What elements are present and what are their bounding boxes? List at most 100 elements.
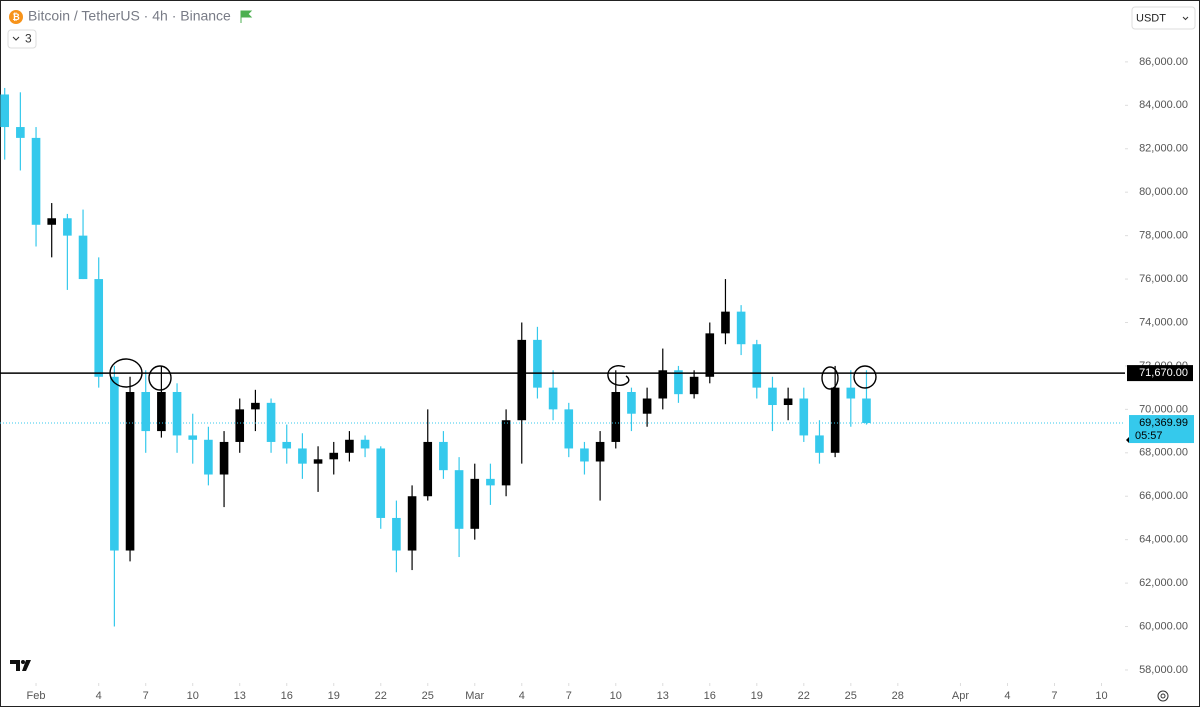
candle-body <box>470 478 480 529</box>
countdown: 05:57 <box>1135 430 1163 442</box>
symbol-title: Bitcoin / TetherUS · 4h · Binance <box>28 8 231 24</box>
last-price-pointer <box>1126 437 1129 444</box>
y-tick-label: 84,000.00 <box>1139 99 1188 111</box>
candle-body <box>736 311 746 345</box>
x-tick-label: 22 <box>375 690 387 702</box>
hand-annotations <box>109 358 877 391</box>
candle-body <box>219 441 229 475</box>
candle-body <box>580 448 589 462</box>
candle-body <box>78 235 88 280</box>
x-tick-label: Apr <box>952 690 969 702</box>
candle-body <box>517 339 527 421</box>
y-tick-label: 76,000.00 <box>1139 273 1188 285</box>
candle-body <box>125 391 135 551</box>
y-tick-label: 70,000.00 <box>1139 403 1188 415</box>
market-flag <box>240 10 253 23</box>
candle-body <box>642 398 652 414</box>
settings-icon[interactable] <box>1157 690 1169 702</box>
candle-body <box>423 441 433 497</box>
x-tick-label: 28 <box>892 690 904 702</box>
x-tick-label: 7 <box>143 690 149 702</box>
candle-body <box>188 435 198 440</box>
x-tick-label: Feb <box>27 690 46 702</box>
settings-icon-core <box>1160 693 1166 699</box>
x-tick-label: 7 <box>566 690 572 702</box>
x-tick-label: 10 <box>1095 690 1107 702</box>
y-tick-label: 82,000.00 <box>1139 143 1188 155</box>
candle-body <box>235 409 245 442</box>
candle-body <box>392 517 401 551</box>
x-tick-label: 22 <box>798 690 810 702</box>
currency-label: USDT <box>1136 12 1166 24</box>
candle-body <box>486 478 495 486</box>
candle-body <box>94 279 104 377</box>
candle-body <box>376 448 386 518</box>
candle-body <box>862 398 871 424</box>
candle-body <box>846 387 856 399</box>
candle-body <box>157 391 166 432</box>
candle-body <box>830 387 840 453</box>
last-price-tag <box>1129 415 1194 444</box>
candle-body <box>329 452 339 460</box>
candle-body <box>689 376 699 395</box>
candle-body <box>768 387 777 406</box>
horizontal-line-label: 71,670.00 <box>1139 367 1188 379</box>
candle-body <box>799 398 809 436</box>
y-tick-label: 64,000.00 <box>1139 534 1188 546</box>
y-tick-label: 78,000.00 <box>1139 230 1188 242</box>
candle-body <box>627 391 636 414</box>
y-tick-label: 62,000.00 <box>1139 577 1188 589</box>
candle-body <box>721 311 730 334</box>
candle-body <box>141 391 151 432</box>
candle-body <box>564 409 574 449</box>
y-tick-label: 60,000.00 <box>1139 620 1188 632</box>
y-tick-label: 68,000.00 <box>1139 447 1188 459</box>
x-tick-label: 4 <box>96 690 102 702</box>
candle-body <box>752 344 762 388</box>
candle-body <box>407 496 417 551</box>
candle-body <box>705 333 715 377</box>
x-tick-label: 13 <box>657 690 669 702</box>
coin-icon <box>9 10 23 24</box>
x-tick-label: 16 <box>281 690 293 702</box>
candle-body <box>204 439 213 475</box>
chevron <box>1182 16 1189 21</box>
candle-body <box>63 218 72 236</box>
plot: 58,000.00 60,000.00 62,000.00 64,000.00 66,0… <box>0 56 1194 702</box>
x-tick-label: 4 <box>519 690 525 702</box>
indicator-toggle[interactable] <box>7 29 37 49</box>
candle-body <box>360 439 370 449</box>
candle-body <box>16 127 25 138</box>
y-tick-label: 80,000.00 <box>1139 186 1188 198</box>
tv-logo <box>10 660 31 671</box>
last-price-label: 69,369.99 <box>1139 417 1188 429</box>
x-tick-label: 16 <box>704 690 716 702</box>
x-tick-label: 10 <box>187 690 199 702</box>
candle-body <box>454 470 464 529</box>
candle-body <box>674 370 683 395</box>
indicator-count: 3 <box>25 32 32 46</box>
x-tick-label: 7 <box>1051 690 1057 702</box>
y-tick-label: 86,000.00 <box>1139 56 1188 68</box>
x-tick-label: Mar <box>465 690 484 702</box>
candle-body <box>658 370 668 399</box>
horizontal-line-tag <box>1127 365 1193 382</box>
candle-body <box>533 339 542 388</box>
x-tick-label: 25 <box>422 690 434 702</box>
candle-body <box>0 94 10 128</box>
x-tick-label: 10 <box>610 690 622 702</box>
candle-body <box>110 376 119 551</box>
candle-body <box>172 391 182 436</box>
y-tick-label: 58,000.00 <box>1139 664 1188 676</box>
candle-body <box>266 402 276 442</box>
candle-body <box>611 391 621 442</box>
candle-body <box>345 439 354 453</box>
x-tick-label: 19 <box>328 690 340 702</box>
candle-body <box>47 218 57 225</box>
candle-body <box>31 137 41 225</box>
currency-select[interactable] <box>1131 6 1196 30</box>
candle-body <box>251 402 260 410</box>
candle-body <box>815 435 824 453</box>
